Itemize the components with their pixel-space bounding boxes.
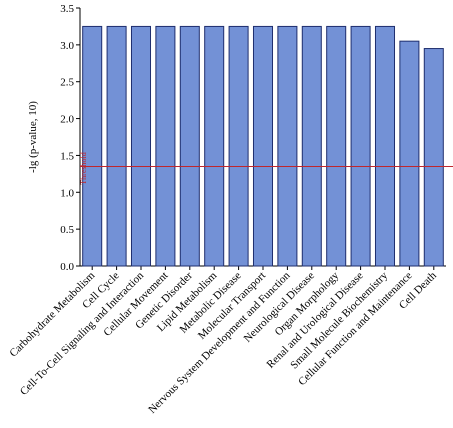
- y-axis: 0.0 0.5 1.0 1.5 2.0 2.5 3.0 3.5: [60, 3, 81, 273]
- bar: [130, 25, 152, 267]
- x-tick-label: Carbohydrate Metabolism: [7, 269, 97, 359]
- y-tick-label: 2.5: [60, 77, 74, 89]
- bar: [423, 48, 444, 267]
- bar: [326, 25, 347, 267]
- bar: [204, 25, 225, 267]
- y-tick-label: 0.5: [60, 224, 74, 236]
- y-axis-title: -lg (p-value, 10): [27, 101, 39, 173]
- y-tick-label: 1.0: [60, 187, 74, 199]
- bar: [374, 25, 396, 267]
- threshold: Threshold: [79, 152, 453, 185]
- y-tick-label: 0.0: [60, 261, 74, 273]
- threshold-label: Threshold: [79, 152, 88, 184]
- y-tick-label: 2.0: [60, 114, 74, 126]
- y-tick-label: 3.0: [60, 40, 74, 52]
- y-tick-label: 3.5: [60, 3, 74, 15]
- bar: [277, 25, 298, 267]
- bar: [350, 25, 371, 267]
- bar: [155, 25, 176, 267]
- bar: [399, 40, 420, 267]
- y-tick-label: 1.5: [60, 150, 74, 162]
- bar: [228, 25, 249, 267]
- bar: [252, 25, 274, 267]
- bar: [82, 25, 103, 267]
- bar: [301, 25, 322, 267]
- bars: [82, 25, 444, 267]
- bar: [106, 25, 127, 267]
- bar: [179, 25, 200, 267]
